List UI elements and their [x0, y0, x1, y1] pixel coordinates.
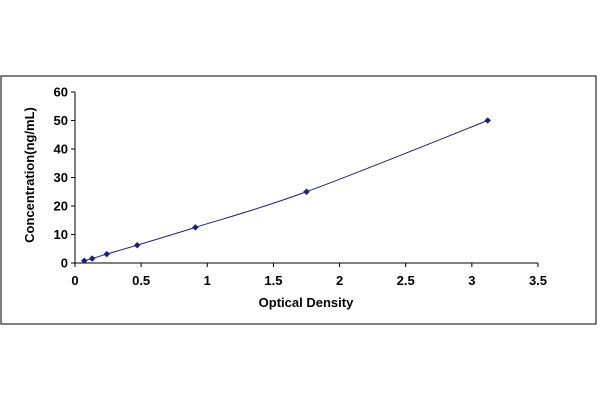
- data-points-layer: [80, 117, 492, 265]
- chart-outer-frame: [0, 75, 597, 325]
- y-tick-label: 60: [54, 85, 68, 100]
- data-point: [88, 255, 96, 262]
- data-point: [303, 188, 310, 196]
- y-tick-label: 0: [61, 256, 68, 271]
- data-point: [484, 117, 492, 124]
- y-tick-label: 10: [54, 227, 68, 242]
- y-tick-label: 40: [54, 142, 68, 157]
- x-axis-title: Optical Density: [259, 295, 354, 310]
- x-tick-label: 1.5: [264, 273, 282, 288]
- data-point: [192, 224, 199, 231]
- x-tick-label: 0.5: [132, 273, 150, 288]
- x-tick-label: 2.5: [397, 273, 415, 288]
- y-tick-label: 30: [54, 170, 68, 185]
- data-point: [103, 250, 111, 258]
- y-axis-title: Concentration(ng/mL): [22, 107, 37, 243]
- data-point: [80, 257, 88, 265]
- axes: [71, 91, 539, 267]
- x-tick-label: 1: [204, 273, 211, 288]
- x-tick-label: 3.5: [529, 273, 547, 288]
- x-tick-label: 0: [71, 273, 78, 288]
- y-tick-label: 50: [54, 113, 68, 128]
- data-point: [133, 241, 141, 249]
- tick-labels-layer: 0 10 20 30 40 50 60 0 0.5 1 1.5 2 2.5 3 3.5: [54, 85, 548, 289]
- x-tick-label: 3: [468, 273, 475, 288]
- x-tick-label: 2: [336, 273, 343, 288]
- y-tick-label: 20: [54, 199, 68, 214]
